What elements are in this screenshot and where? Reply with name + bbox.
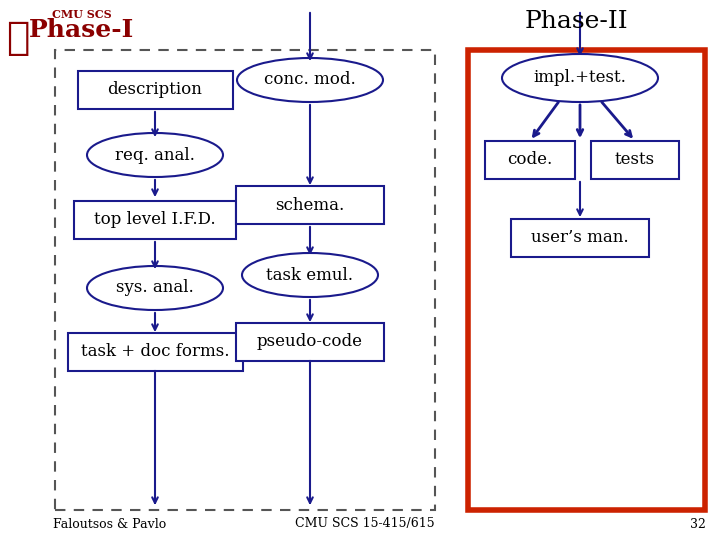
Text: CMU SCS: CMU SCS <box>52 10 112 21</box>
Bar <box>485 141 575 179</box>
Bar <box>78 71 233 109</box>
Text: top level I.F.D.: top level I.F.D. <box>94 212 216 228</box>
Text: Faloutsos & Pavlo: Faloutsos & Pavlo <box>53 517 166 530</box>
Bar <box>55 50 435 510</box>
Text: task emul.: task emul. <box>266 267 354 284</box>
Text: CMU SCS 15-415/615: CMU SCS 15-415/615 <box>295 517 435 530</box>
Bar <box>468 50 705 510</box>
Ellipse shape <box>87 133 223 177</box>
Bar <box>591 141 679 179</box>
Text: req. anal.: req. anal. <box>115 146 195 164</box>
Bar <box>236 323 384 361</box>
Ellipse shape <box>502 54 658 102</box>
Text: user’s man.: user’s man. <box>531 230 629 246</box>
Text: Phase-II: Phase-II <box>524 10 628 33</box>
Ellipse shape <box>242 253 378 297</box>
Text: tests: tests <box>615 152 655 168</box>
Ellipse shape <box>87 266 223 310</box>
Text: code.: code. <box>508 152 553 168</box>
Text: ❧: ❧ <box>6 19 30 57</box>
Text: schema.: schema. <box>275 197 345 213</box>
Bar <box>511 219 649 257</box>
Bar <box>236 186 384 224</box>
Text: conc. mod.: conc. mod. <box>264 71 356 89</box>
Ellipse shape <box>237 58 383 102</box>
Text: description: description <box>107 82 202 98</box>
Text: 32: 32 <box>690 517 706 530</box>
Bar <box>68 333 243 371</box>
Text: task + doc forms.: task + doc forms. <box>81 343 229 361</box>
Text: Phase-I: Phase-I <box>30 18 135 42</box>
Text: sys. anal.: sys. anal. <box>116 280 194 296</box>
Text: pseudo-code: pseudo-code <box>257 334 363 350</box>
Bar <box>74 201 236 239</box>
Text: impl.+test.: impl.+test. <box>534 70 626 86</box>
